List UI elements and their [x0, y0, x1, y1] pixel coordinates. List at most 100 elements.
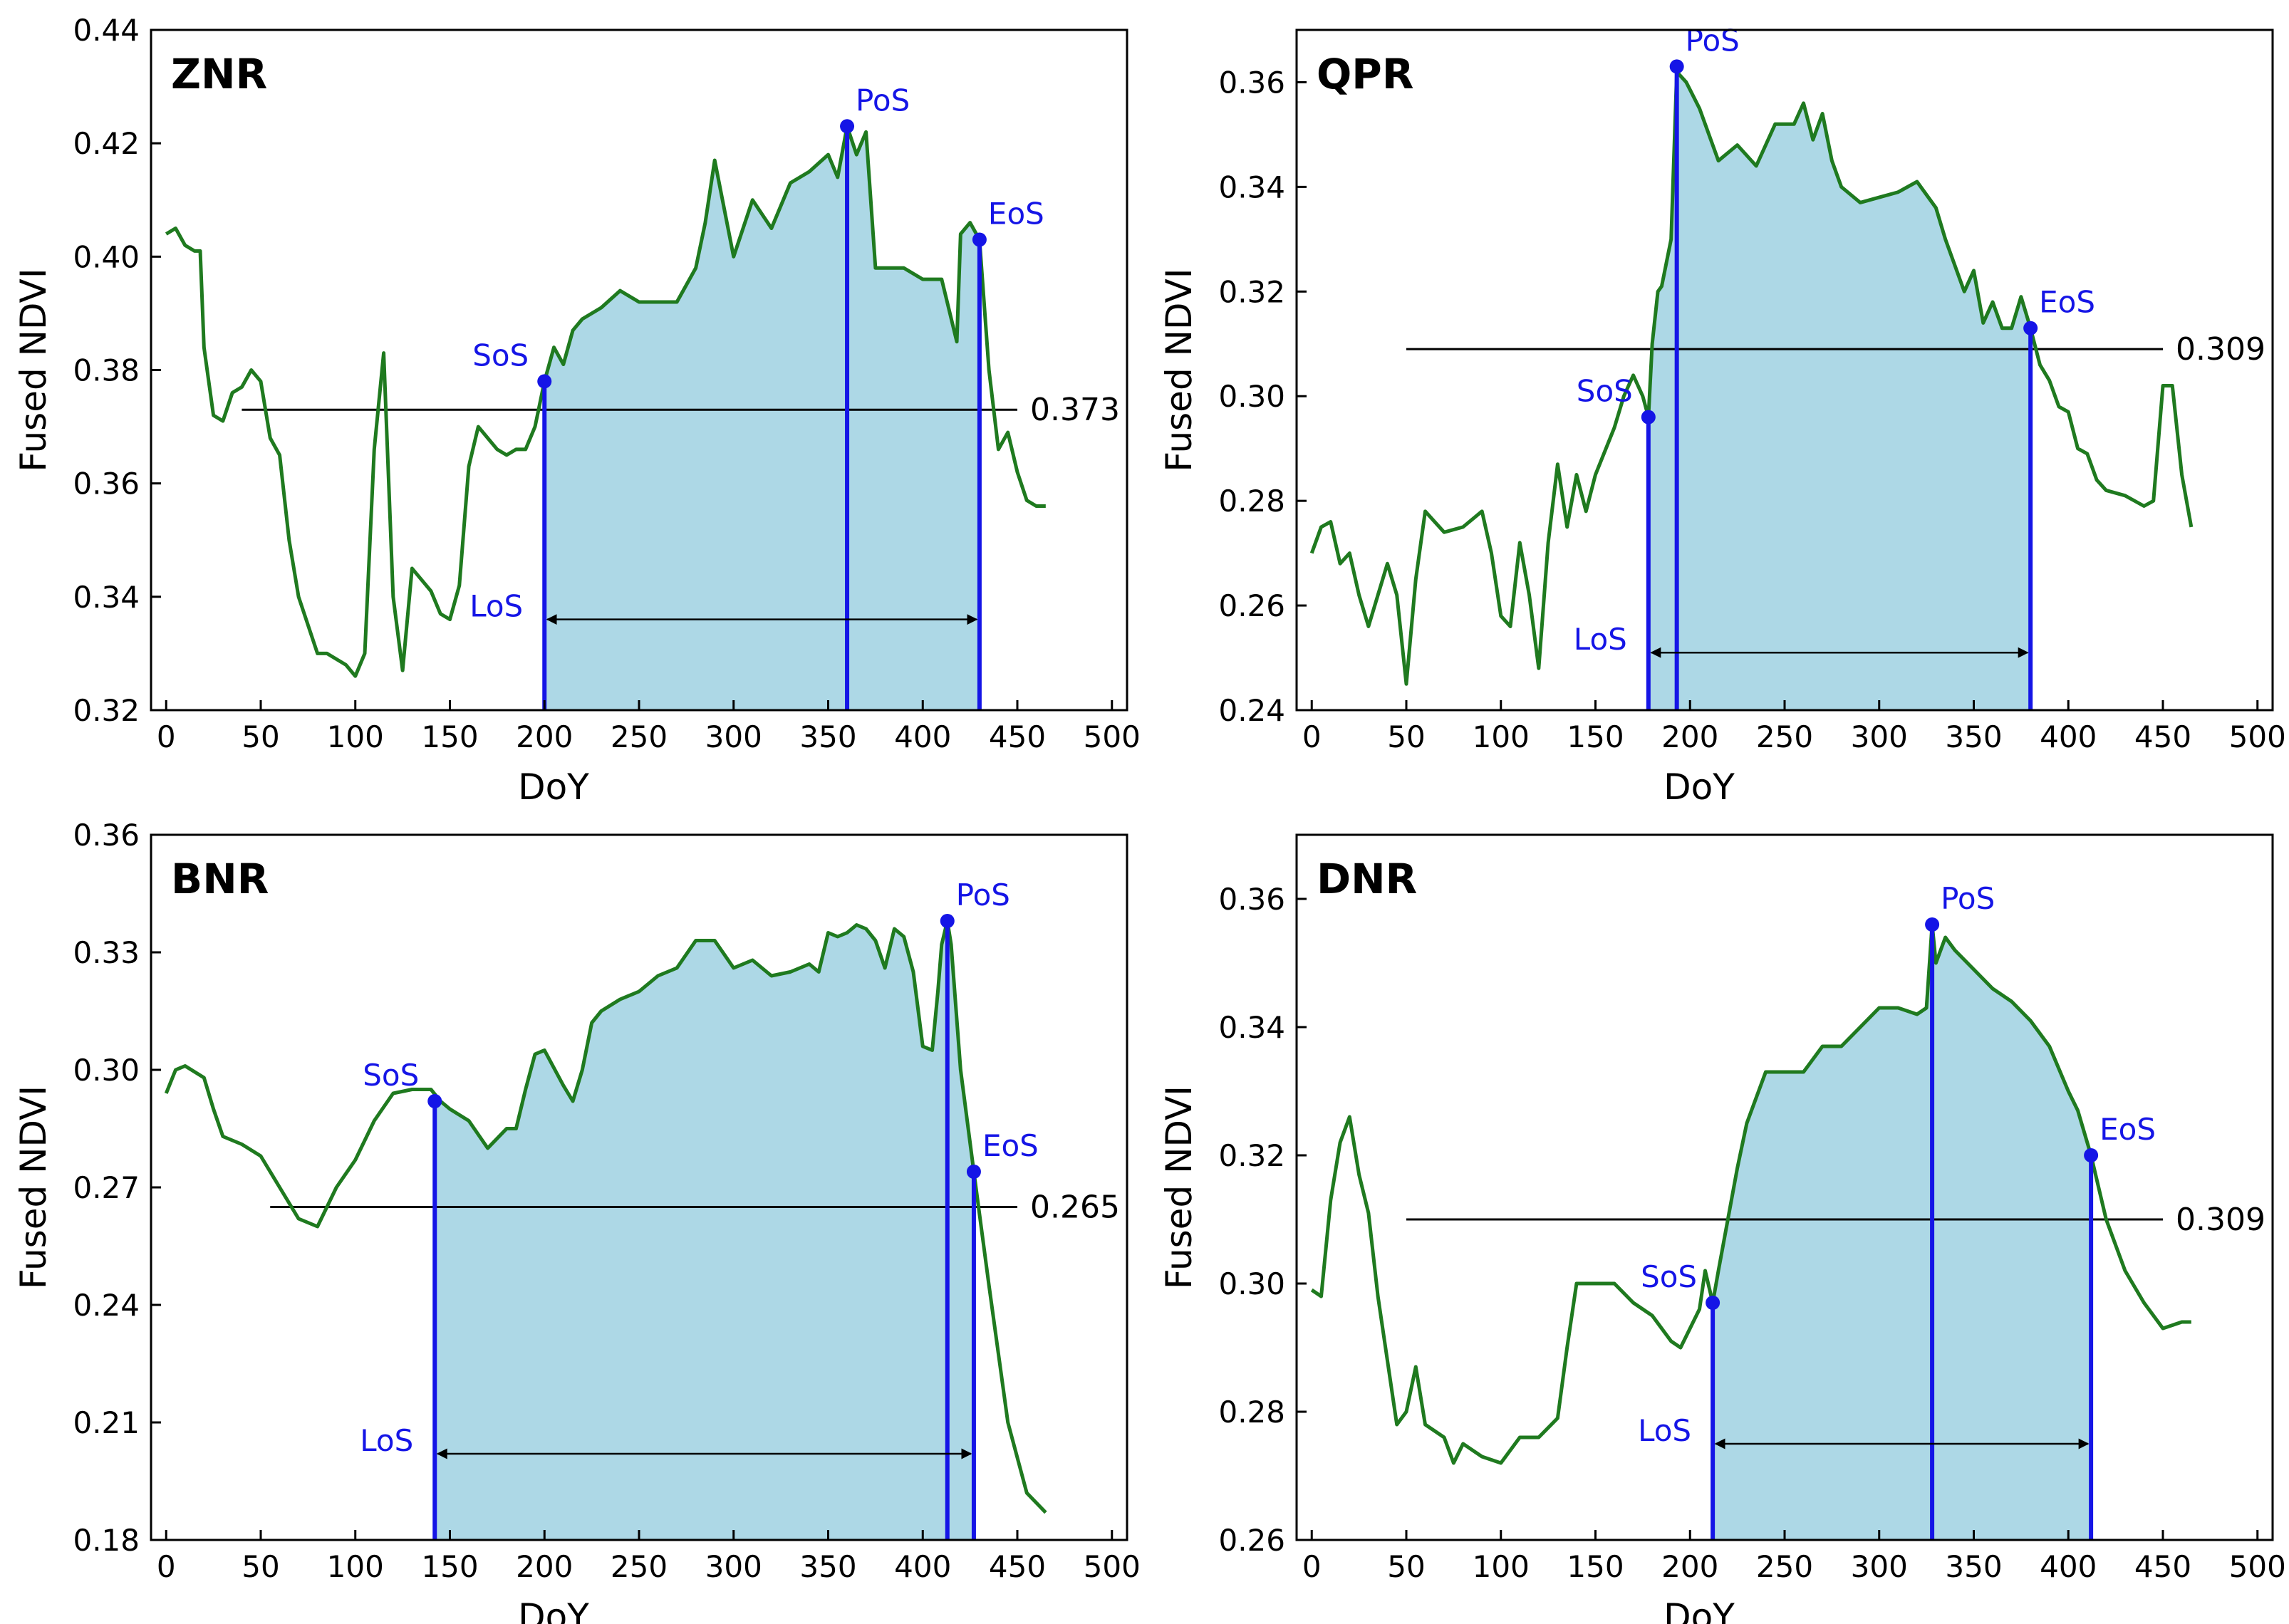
eos-marker	[2023, 321, 2038, 335]
x-tick-label: 500	[1084, 719, 1141, 754]
x-tick-label: 250	[611, 1549, 668, 1584]
y-tick-label: 0.27	[73, 1170, 140, 1205]
pos-label: PoS	[956, 878, 1010, 912]
panel-znr: SoS PoS EoS LoS 0.373 0 50 100 150 200 250 300 350 40…	[13, 13, 1141, 808]
sos-marker	[1641, 410, 1656, 425]
y-tick-label: 0.32	[1218, 274, 1285, 309]
x-tick-label: 500	[1084, 1549, 1141, 1584]
y-tick-label: 0.26	[1218, 588, 1285, 623]
x-tick-label: 250	[1756, 719, 1813, 754]
x-tick-label: 400	[894, 1549, 951, 1584]
season-area	[435, 921, 974, 1540]
y-tick-label: 0.32	[1218, 1138, 1285, 1173]
y-axis-label: Fused NDVI	[13, 1086, 54, 1289]
y-tick-label: 0.18	[73, 1523, 140, 1558]
x-tick-label: 350	[799, 1549, 856, 1584]
pos-label: PoS	[856, 83, 910, 118]
x-tick-label: 400	[2040, 1549, 2097, 1584]
x-tick-label: 300	[705, 1549, 762, 1584]
season-area	[544, 126, 980, 710]
x-tick-label: 300	[705, 719, 762, 754]
threshold-label: 0.373	[1030, 392, 1120, 428]
y-tick-label: 0.26	[1218, 1523, 1285, 1558]
y-tick-label: 0.42	[73, 126, 140, 161]
y-tick-label: 0.34	[1218, 1010, 1285, 1045]
x-tick-label: 50	[1387, 719, 1425, 754]
x-tick-label: 200	[516, 1549, 573, 1584]
x-tick-label: 50	[1387, 1549, 1425, 1584]
y-axis-label: Fused NDVI	[13, 268, 54, 472]
pos-label: PoS	[1941, 881, 1995, 916]
eos-marker	[966, 1165, 981, 1179]
x-tick-label: 150	[421, 1549, 478, 1584]
x-tick-label: 50	[242, 719, 279, 754]
ndvi-curve	[165, 124, 1046, 678]
x-tick-label: 50	[242, 1549, 279, 1584]
los-label: LoS	[469, 589, 523, 624]
pos-marker	[840, 119, 855, 134]
ndvi-curve	[164, 919, 1047, 1514]
x-tick-label: 150	[1567, 1549, 1624, 1584]
panel-dnr: SoS PoS EoS LoS 0.309 0 50 100 150 200 250 300 350 40…	[1158, 833, 2286, 1624]
ndvi-curve	[1309, 70, 2194, 686]
sos-label: SoS	[472, 338, 529, 373]
x-tick-label: 450	[989, 719, 1046, 754]
x-tick-label: 500	[2229, 719, 2286, 754]
x-tick-label: 450	[2134, 1549, 2191, 1584]
x-axis-label: DoY	[518, 1596, 589, 1624]
sos-label: SoS	[363, 1058, 419, 1093]
eos-label: EoS	[2039, 285, 2095, 320]
panel-title: DNR	[1317, 855, 1417, 903]
eos-label: EoS	[2099, 1112, 2156, 1147]
x-axis-label: DoY	[1663, 766, 1735, 808]
y-axis-label: Fused NDVI	[1158, 1086, 1200, 1289]
x-tick-label: 350	[799, 719, 856, 754]
y-tick-label: 0.24	[1218, 693, 1285, 728]
season-area	[1713, 925, 2092, 1540]
x-tick-label: 150	[1567, 719, 1624, 754]
x-tick-label: 100	[327, 1549, 384, 1584]
y-tick-label: 0.36	[73, 818, 140, 853]
x-tick-label: 250	[1756, 1549, 1813, 1584]
x-tick-label: 400	[2040, 719, 2097, 754]
los-label: LoS	[1638, 1413, 1691, 1448]
eos-marker	[972, 232, 987, 247]
pos-marker	[1925, 917, 1940, 932]
y-tick-label: 0.44	[73, 13, 140, 48]
x-tick-label: 100	[327, 719, 384, 754]
y-tick-label: 0.24	[73, 1288, 140, 1323]
pos-label: PoS	[1686, 23, 1740, 58]
x-tick-label: 0	[157, 719, 176, 754]
x-tick-label: 450	[989, 1549, 1046, 1584]
x-tick-label: 350	[1945, 1549, 2002, 1584]
panel-title: BNR	[171, 855, 269, 903]
x-tick-label: 100	[1473, 1549, 1530, 1584]
sos-marker	[1706, 1296, 1720, 1310]
x-tick-label: 250	[611, 719, 668, 754]
x-tick-label: 350	[1945, 719, 2002, 754]
x-tick-label: 450	[2134, 719, 2191, 754]
x-tick-label: 400	[894, 719, 951, 754]
panel-qpr: SoS PoS EoS LoS 0.309 0 50 100 150 200 250 300 350 40…	[1158, 23, 2286, 808]
y-tick-label: 0.30	[1218, 379, 1285, 414]
pos-marker	[1669, 59, 1684, 74]
threshold-label: 0.265	[1030, 1190, 1120, 1226]
ndvi-curve	[1310, 922, 2191, 1465]
x-axis-label: DoY	[518, 766, 589, 808]
x-tick-label: 500	[2229, 1549, 2286, 1584]
sos-label: SoS	[1641, 1259, 1697, 1294]
y-tick-label: 0.36	[1218, 882, 1285, 917]
x-tick-label: 300	[1851, 719, 1908, 754]
panel-bnr: SoS PoS EoS LoS 0.265 0 50 100 150 200 250 300 350 40…	[13, 818, 1141, 1624]
threshold-label: 0.309	[2176, 331, 2265, 368]
y-tick-label: 0.34	[73, 580, 140, 615]
season-area	[1648, 71, 2031, 711]
x-tick-label: 0	[1302, 719, 1322, 754]
y-tick-label: 0.33	[73, 935, 140, 970]
eos-label: EoS	[988, 196, 1044, 231]
panel-title: QPR	[1317, 50, 1413, 98]
x-tick-label: 200	[1661, 719, 1718, 754]
sos-label: SoS	[1577, 374, 1633, 409]
threshold-label: 0.309	[2176, 1202, 2265, 1238]
